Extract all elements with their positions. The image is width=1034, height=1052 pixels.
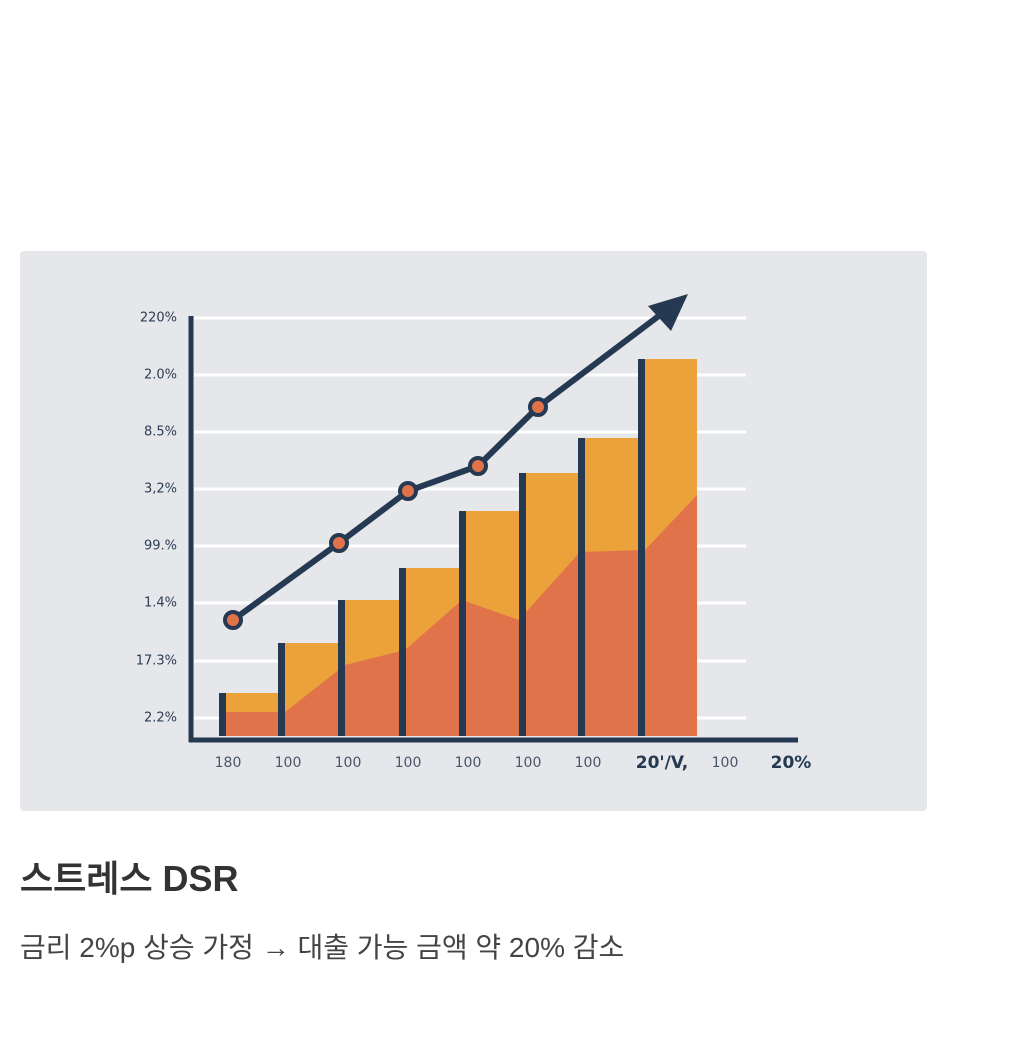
points <box>223 397 548 630</box>
x-label: 20% <box>771 753 812 773</box>
x-label: 100 <box>275 755 302 771</box>
y-label: 220% <box>140 311 177 326</box>
bar-edge <box>638 359 645 736</box>
point <box>468 456 488 476</box>
bar-edge <box>219 693 226 736</box>
arrow-head <box>648 294 688 331</box>
y-label: 3,2% <box>144 482 177 497</box>
bar-edge <box>459 511 466 736</box>
x-label: 100 <box>335 755 362 771</box>
labels: 220% 2.0% 8.5% 3,2% 99.% 1.4% 17.3% 2.2% 180 100 1… <box>136 311 812 774</box>
x-label: 100 <box>455 755 482 771</box>
x-label: 100 <box>712 755 739 771</box>
point <box>528 397 548 417</box>
point <box>398 481 418 501</box>
y-label: 17.3% <box>136 654 177 669</box>
y-label: 99.% <box>144 539 177 554</box>
point <box>329 533 349 553</box>
y-label: 2.0% <box>144 368 177 383</box>
illustration: 220% 2.0% 8.5% 3,2% 99.% 1.4% 17.3% 2.2% 180 100 1… <box>20 251 927 811</box>
x-label: 100 <box>515 755 542 771</box>
trend-line <box>231 306 670 623</box>
y-label: 1.4% <box>144 596 177 611</box>
card-title: 스트레스 DSR <box>20 858 239 899</box>
bar-edges <box>219 359 645 736</box>
y-label: 2.2% <box>144 711 177 726</box>
bar-edge <box>338 600 345 736</box>
x-label: 100 <box>575 755 602 771</box>
bar-edge <box>278 643 285 736</box>
x-label: 100 <box>395 755 422 771</box>
bar-edge <box>578 438 585 736</box>
x-label: 20'/V, <box>636 753 689 773</box>
x-label: 180 <box>215 755 242 771</box>
point <box>223 610 243 630</box>
y-label: 8.5% <box>144 425 177 440</box>
bar-edge <box>399 568 406 736</box>
bar-edge <box>519 473 526 736</box>
card-text: 금리 2%p 상승 가정 → 대출 가능 금액 약 20% 감소 <box>20 932 625 963</box>
